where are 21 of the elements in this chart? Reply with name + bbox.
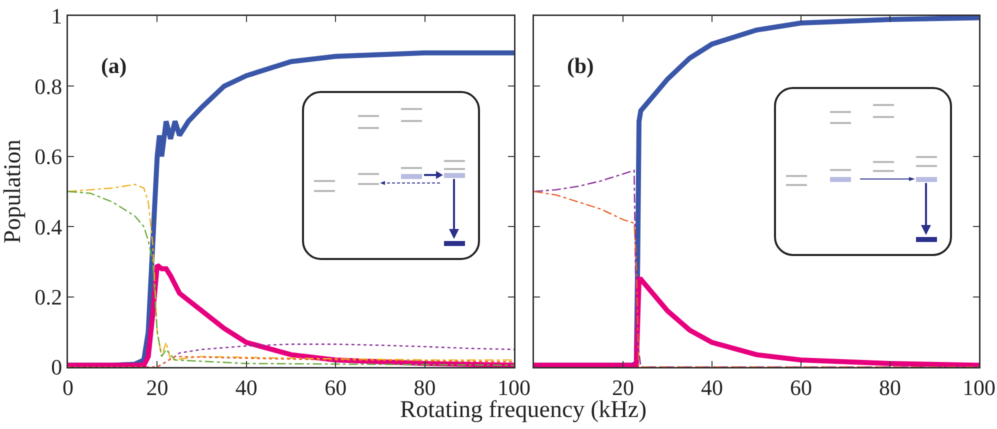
x-tick-label: 40 [235,374,258,400]
x-tick-label: 100 [498,374,530,400]
x-tick-label: 40 [701,374,723,400]
y-tick-label: 0.4 [34,214,62,240]
x-tick-label: 60 [324,374,347,400]
y-tick-label: 0.8 [34,74,62,99]
annotation: (b) [567,53,594,78]
line-series [68,356,514,367]
y-tick-label: 0 [51,354,62,380]
x-tick-label: 80 [414,374,436,400]
y-tick-label: 1 [51,4,62,29]
x-tick-label: 100 [962,374,996,400]
y-tick-label: 0.6 [34,144,62,170]
x-axis-title: Rotating frequency (kHz) [400,397,647,423]
x-tick-label: 20 [146,374,168,400]
x-tick-label: 60 [790,374,812,400]
y-tick-label: 0.2 [34,284,62,310]
y-axis-title: Population [0,139,26,244]
x-tick-label: 20 [612,374,634,400]
annotation: (a) [101,53,127,78]
x-tick-label: 80 [879,374,901,400]
